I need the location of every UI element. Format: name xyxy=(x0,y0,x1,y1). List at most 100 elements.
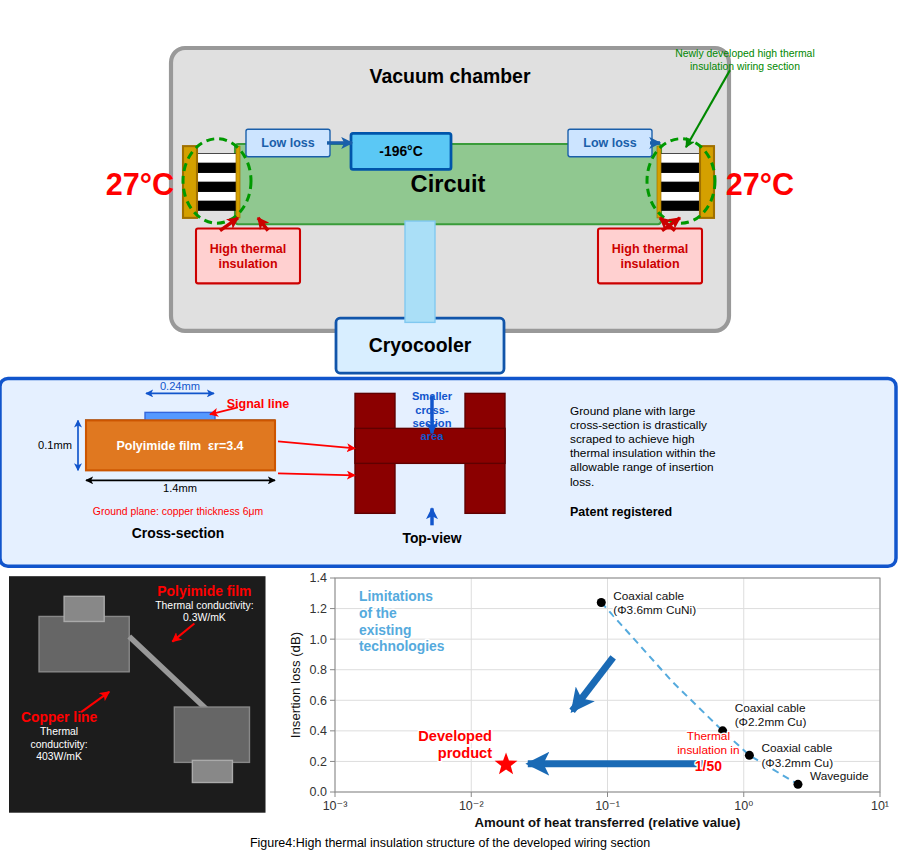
new-wiring-label: Newly developed high thermalinsulation w… xyxy=(675,48,814,72)
signal-line xyxy=(145,412,215,420)
tick-label: 1.4 xyxy=(310,571,327,585)
label-line: Figure4:High thermal insulation structur… xyxy=(250,836,650,850)
label-line: Cryocooler xyxy=(369,334,472,356)
dimension-label: 0.1mm xyxy=(38,439,72,451)
y-axis-label: Insertion loss (dB) xyxy=(288,632,303,738)
plot-frame xyxy=(335,578,880,792)
ground-plane-label: Ground plane: copper thickness 6μm xyxy=(93,506,263,517)
grid-line xyxy=(743,578,744,792)
label-line: Ground plane with large xyxy=(570,404,696,418)
dimension-arrow xyxy=(86,480,275,482)
label-line: area xyxy=(421,430,445,442)
low-loss-arrow xyxy=(650,141,660,144)
point-label: Developedproduct xyxy=(418,728,492,762)
label-line: 1.0 xyxy=(310,633,327,647)
tick-label: 10⁻² xyxy=(459,799,484,813)
label-line: Thermal xyxy=(40,726,78,737)
label-line: Thermal conductivity: xyxy=(155,600,253,611)
label-line: Amount of heat transferred (relative val… xyxy=(474,815,740,830)
low-loss-arrow xyxy=(327,141,352,144)
caption: Figure4:High thermal insulation structur… xyxy=(250,836,650,850)
polyimide-film xyxy=(86,420,275,470)
connector-stripe xyxy=(660,163,703,172)
point-label: Coaxial cable(Φ3.6mm CuNi) xyxy=(613,589,696,617)
connector-stripe xyxy=(195,173,238,182)
label-line: Cross-section xyxy=(132,525,225,541)
label-line: 1/50 xyxy=(695,758,722,774)
label-line: 27°C xyxy=(106,167,174,201)
label-line: 10⁰ xyxy=(734,799,753,813)
label-line: technologies xyxy=(359,638,445,654)
point-star xyxy=(495,752,518,774)
tick xyxy=(330,578,335,579)
label-line: 0.2 xyxy=(310,755,327,769)
tick-label: 0.4 xyxy=(310,724,327,738)
label-line: cross- xyxy=(415,404,449,416)
connector-stripe xyxy=(195,163,238,172)
label-line: Coaxial cable xyxy=(613,589,684,603)
label-line: Top-view xyxy=(402,530,461,546)
label-line: Patent registered xyxy=(570,505,672,519)
tick xyxy=(471,792,472,797)
label-line: 0.6 xyxy=(310,694,327,708)
cable xyxy=(129,637,209,712)
label-line: 0.0 xyxy=(310,785,327,799)
label-line: (Φ2.2mm Cu) xyxy=(735,715,807,729)
connector-stripe xyxy=(660,192,703,201)
label-line: insulation xyxy=(218,257,277,271)
tick xyxy=(330,792,335,793)
top-view-shape xyxy=(355,428,505,463)
label-line: Newly developed high thermal xyxy=(675,48,814,59)
room-temperature-label: 27°C xyxy=(106,167,174,201)
photo-sublabel: Thermalconductivity:403W/mK xyxy=(30,726,87,762)
room-temperature-label: 27°C xyxy=(726,167,794,201)
dimension-arrow xyxy=(77,420,79,470)
annotation: 1/50 xyxy=(695,758,722,774)
dimension-label: 0.24mm xyxy=(160,380,200,392)
tick xyxy=(330,700,335,701)
smaller-area-arrow xyxy=(430,508,433,525)
marks xyxy=(495,598,803,789)
label-line: High thermal xyxy=(612,242,688,256)
photo-background xyxy=(9,576,266,813)
low-loss-label: Low loss xyxy=(261,136,315,150)
tick xyxy=(880,792,881,797)
connector-stripe xyxy=(195,154,238,163)
label-line: Vacuum chamber xyxy=(370,65,531,87)
diagram-shapes xyxy=(0,48,896,813)
low-loss-label: Low loss xyxy=(583,136,637,150)
point-label: Waveguide xyxy=(810,769,869,783)
connector-stripe xyxy=(660,182,703,191)
view-arrow xyxy=(278,441,355,448)
connector-stripe xyxy=(195,201,238,210)
label-line: 0.1mm xyxy=(38,439,72,451)
tick xyxy=(335,792,336,797)
vacuum-chamber xyxy=(171,48,729,331)
tick-label: 0.0 xyxy=(310,785,327,799)
label-line: Coaxial cable xyxy=(735,701,806,715)
tick-label: 0.6 xyxy=(310,694,327,708)
new-wiring-arrow xyxy=(686,70,730,147)
tick xyxy=(330,608,335,609)
polyimide-label: Polyimide film εr=3.4 xyxy=(116,439,243,453)
tick-label: 1.2 xyxy=(310,602,327,616)
tick-label: 10⁰ xyxy=(734,799,753,813)
hardware xyxy=(64,596,104,621)
dimension-arrow xyxy=(146,393,214,395)
label-line: Waveguide xyxy=(810,769,869,783)
label-line: Coaxial cable xyxy=(761,741,832,755)
label-line: Polyimide film xyxy=(157,583,251,599)
label-line: -196°C xyxy=(379,143,422,159)
label-line: existing xyxy=(359,622,411,638)
insulation-arrow xyxy=(220,218,238,231)
dimension-label: 1.4mm xyxy=(163,482,197,494)
ticks: 0.00.20.40.60.81.01.21.410⁻³10⁻²10⁻¹10⁰1… xyxy=(310,571,889,813)
chart: 0.00.20.40.60.81.01.21.410⁻³10⁻²10⁻¹10⁰1… xyxy=(250,571,889,850)
label-line: Low loss xyxy=(261,136,315,150)
label-line: Smaller xyxy=(412,390,453,402)
cross-section-label: Cross-section xyxy=(132,525,225,541)
hardware xyxy=(39,616,129,671)
temperature-label: -196°C xyxy=(379,143,422,159)
photo-sublabel: Thermal conductivity:0.3W/mK xyxy=(155,600,253,624)
cryocooler-label: Cryocooler xyxy=(369,334,472,356)
